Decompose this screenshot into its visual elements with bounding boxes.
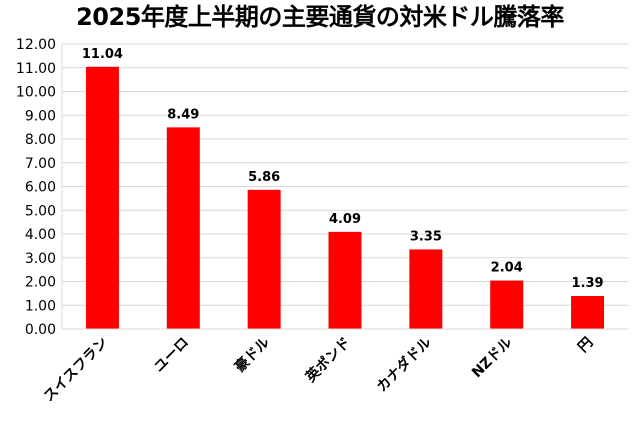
y-tick-label: 3.00 [25,251,56,267]
y-tick-label: 11.00 [16,61,56,77]
y-tick-label: 10.00 [16,85,56,101]
chart-title: 2025年度上半期の主要通貨の対米ドル騰落率 [76,3,564,31]
y-axis-ticks: 0.00 1.00 2.00 3.00 4.00 5.00 6.00 7.00 8.00 9.00… [16,37,56,338]
bar [571,295,605,329]
y-tick-label: 6.00 [25,180,56,196]
y-tick-label: 12.00 [16,37,56,53]
data-label: 11.04 [82,47,123,62]
x-category-label: NZドル [469,335,516,382]
bar [409,249,443,329]
y-tick-label: 7.00 [25,156,56,172]
bar [166,127,200,329]
bars [85,66,605,330]
y-tick-label: 5.00 [25,203,56,219]
y-tick-label: 4.00 [25,227,56,243]
data-label: 4.09 [329,212,361,227]
data-label: 2.04 [491,261,523,276]
data-label: 8.49 [167,107,199,122]
bar [85,66,119,330]
data-label: 3.35 [410,229,442,244]
x-axis-categories: スイスフラン ユーロ 豪ドル 英ポンド カナダドル NZドル 円 [41,334,597,405]
axes [61,44,628,330]
bar [328,231,362,329]
data-labels: 11.04 8.49 5.86 4.09 3.35 2.04 1.39 [82,47,604,291]
x-category-label: スイスフラン [41,335,111,405]
x-category-label: 豪ドル [231,334,273,376]
y-tick-label: 9.00 [25,108,56,124]
y-tick-label: 0.00 [25,322,56,338]
x-category-label: 円 [575,335,596,356]
x-category-label: ユーロ [151,335,192,376]
y-tick-label: 1.00 [25,298,56,314]
data-label: 5.86 [248,170,280,185]
y-tick-label: 8.00 [25,132,56,148]
bar [247,189,281,329]
x-category-label: カナダドル [373,334,435,396]
data-label: 1.39 [572,276,604,291]
x-category-label: 英ポンド [302,334,354,386]
bar [490,280,524,329]
y-tick-label: 2.00 [25,275,56,291]
